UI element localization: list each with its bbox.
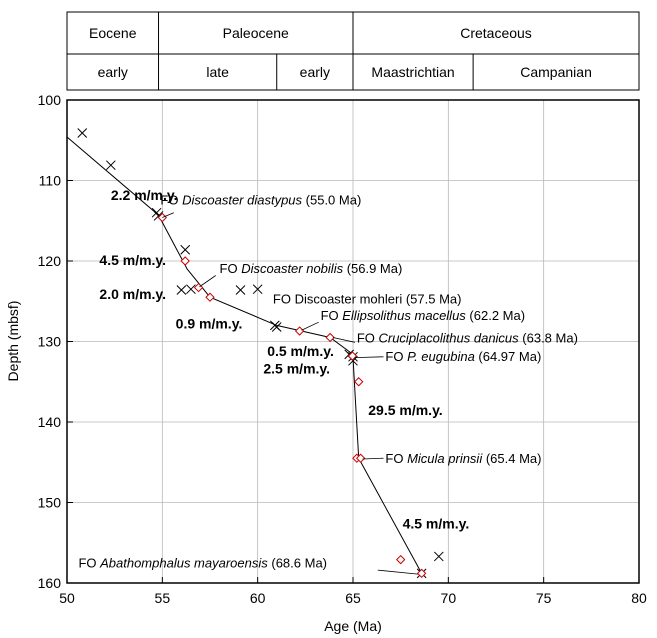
x-tick-label: 75 [536, 590, 552, 606]
data-markers [77, 128, 444, 579]
annotation-pointer [377, 569, 418, 575]
fo-annotation: FO Ellipsolithus macellus (62.2 Ma) [321, 308, 525, 323]
y-tick-label: 100 [38, 92, 62, 108]
fo-annotation: FO Abathomphalus mayaroensis (68.6 Ma) [78, 556, 327, 571]
x-tick-label: 80 [631, 590, 647, 606]
x-marker [180, 244, 191, 255]
x-marker [186, 284, 196, 295]
annotations: FO Discoaster diastypus (55.0 Ma) FO Disc… [78, 187, 578, 575]
x-marker [252, 284, 263, 295]
diamond-marker [180, 256, 190, 266]
annotation-pointer [332, 337, 355, 343]
annotation-pointer [362, 457, 384, 460]
subepoch-label: late [206, 64, 229, 80]
x-marker [77, 128, 88, 138]
y-axis-title: Depth (mbsf) [5, 301, 21, 382]
axes: 50 55 60 65 70 75 80 100 110 120 130 140 150 160 [38, 92, 647, 606]
annotation-pointer [354, 356, 384, 358]
sedimentation-rate-label: 0.9 m/m.y. [176, 316, 243, 332]
x-marker [176, 285, 187, 295]
subepoch-label: early [98, 64, 128, 80]
diamond-marker [395, 554, 406, 565]
x-tick-label: 55 [155, 590, 171, 606]
y-tick-label: 120 [38, 253, 62, 269]
fo-annotation: FO Discoaster nobilis (56.9 Ma) [220, 261, 403, 276]
y-tick-label: 110 [39, 173, 62, 189]
epoch-label: Eocene [89, 25, 137, 41]
diamond-marker [354, 377, 364, 387]
x-tick-label: 70 [441, 590, 457, 606]
x-axis-title: Age (Ma) [324, 618, 382, 634]
x-marker [105, 160, 116, 171]
subepoch-label: Maastrichtian [371, 64, 454, 80]
x-marker [235, 285, 246, 295]
sedimentation-rate-label: 0.5 m/m.y. [267, 343, 334, 359]
sedimentation-rate-label: 2.5 m/m.y. [263, 361, 330, 377]
subepoch-label: Campanian [520, 64, 592, 80]
diamond-marker [416, 568, 427, 579]
x-marker [271, 322, 282, 332]
chronostratigraphy-header: Eocene Paleocene Cretaceous early late early M… [66, 11, 640, 91]
subepoch-label: early [300, 64, 330, 80]
sedimentation-rate-label: 4.5 m/m.y. [99, 252, 166, 268]
x-tick-label: 65 [345, 590, 361, 606]
x-marker [433, 551, 444, 562]
fo-annotation: FO P. eugubina (64.97 Ma) [385, 349, 541, 364]
fo-annotation: FO Discoaster diastypus (55.0 Ma) [160, 193, 361, 208]
epoch-label: Cretaceous [460, 25, 532, 41]
diamond-marker [325, 332, 335, 343]
diamond-marker [193, 282, 204, 293]
x-tick-label: 50 [59, 590, 75, 606]
annotation-pointer [162, 212, 174, 218]
epoch-label: Paleocene [223, 25, 289, 41]
fo-annotation: FO Discoaster mohleri (57.5 Ma) [273, 292, 462, 307]
annotation-pointer [199, 275, 216, 288]
y-tick-label: 140 [38, 414, 62, 430]
sedimentation-rate-label: 29.5 m/m.y. [368, 402, 442, 418]
diamond-marker [355, 453, 366, 463]
y-tick-label: 160 [38, 575, 62, 591]
fo-annotation: FO Micula prinsii (65.4 Ma) [385, 451, 541, 466]
sedimentation-rate-label: 2.0 m/m.y. [99, 286, 166, 302]
sedimentation-rate-label: 4.5 m/m.y. [403, 515, 470, 531]
y-tick-label: 150 [38, 495, 62, 511]
x-tick-label: 60 [250, 590, 266, 606]
diamond-marker [347, 351, 358, 361]
annotation-pointer [301, 321, 319, 331]
diamond-marker [294, 326, 305, 336]
diamond-marker [205, 292, 215, 302]
fo-annotation: FO Cruciplacolithus danicus (63.8 Ma) [357, 330, 578, 345]
sedimentation-rate-label: 2.2 m/m.y. [111, 187, 178, 203]
y-tick-label: 130 [38, 334, 62, 350]
